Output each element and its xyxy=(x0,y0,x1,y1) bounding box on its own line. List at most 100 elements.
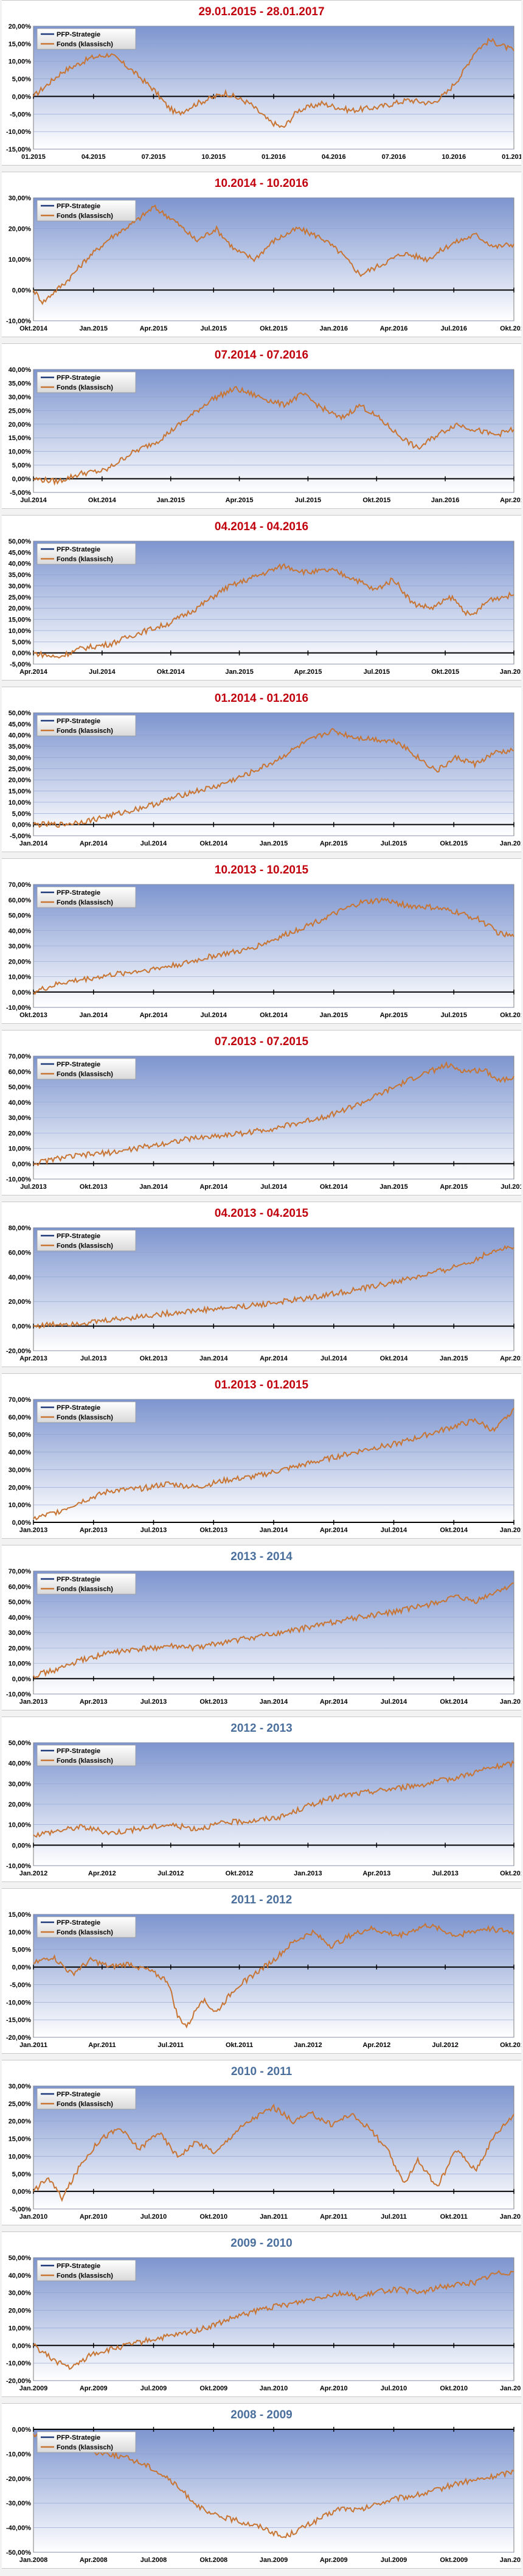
y-tick-label: 35,00% xyxy=(9,743,32,751)
x-tick-label: Okt.2013 xyxy=(500,1870,521,1877)
legend-box xyxy=(36,28,136,50)
x-tick-label: Jan.2013 xyxy=(294,1870,322,1877)
legend-label-fonds: Fonds (klassisch) xyxy=(57,1242,113,1250)
x-tick-label: Jul.2010 xyxy=(140,2213,167,2221)
x-tick-label: Apr.2016 xyxy=(500,497,521,504)
y-tick-label: 15,00% xyxy=(9,617,32,624)
x-tick-label: Apr.2014 xyxy=(320,1698,348,1706)
y-tick-label: -10,00% xyxy=(6,2360,31,2367)
x-tick-label: Okt.2013 xyxy=(140,1355,168,1362)
x-tick-label: Apr.2011 xyxy=(88,2042,116,2049)
line-chart: 30,00% 20,00% 10,00% 0,00% -10,00%Okt.2014 Ja… xyxy=(6,195,521,332)
y-tick-label: 70,00% xyxy=(9,1396,32,1404)
x-tick-label: Apr.2010 xyxy=(80,2213,108,2221)
y-tick-label: -50,00% xyxy=(6,2549,31,2557)
x-tick-label: Okt.2015 xyxy=(260,325,288,332)
legend-label-pfp: PFP-Strategie xyxy=(57,374,100,382)
x-tick-label: Jul.2015 xyxy=(500,1183,521,1191)
line-chart: 40,00% 35,00% 30,00% 25,00% 20,00% 15,00% 10,0… xyxy=(9,366,521,504)
x-tick-label: Jan.2010 xyxy=(19,2213,47,2221)
chart-title: 07.2014 - 07.2016 xyxy=(214,349,309,362)
x-tick-label: Jul.2009 xyxy=(140,2385,167,2392)
legend-label-pfp: PFP-Strategie xyxy=(57,203,100,210)
x-tick-label: Okt.2011 xyxy=(440,2213,468,2221)
x-tick-label: Apr.2015 xyxy=(320,840,348,847)
y-tick-label: 20,00% xyxy=(9,1130,32,1137)
y-tick-label: -5,00% xyxy=(10,2206,31,2213)
x-tick-label: Apr.2013 xyxy=(19,1355,47,1362)
x-tick-label: Apr.2014 xyxy=(199,1183,228,1191)
legend-label-fonds: Fonds (klassisch) xyxy=(57,1414,113,1421)
legend-label-pfp: PFP-Strategie xyxy=(57,889,100,897)
y-tick-label: 10,00% xyxy=(9,2153,32,2160)
y-tick-label: 40,00% xyxy=(9,366,32,374)
y-tick-label: 70,00% xyxy=(9,881,32,889)
x-tick-label: Apr.2013 xyxy=(80,1698,108,1706)
chart-title: 01.2014 - 01.2016 xyxy=(214,692,309,705)
x-tick-label: Jan.2013 xyxy=(19,1527,47,1534)
y-tick-label: 10,00% xyxy=(9,1929,32,1936)
x-tick-label: Apr.2011 xyxy=(320,2213,347,2221)
series-line-fonds xyxy=(33,897,514,995)
series-line-fonds xyxy=(33,563,514,659)
y-tick-label: 0,00% xyxy=(12,287,31,295)
x-tick-label: Jan.2015 xyxy=(379,1183,407,1191)
x-tick-label: Okt.2016 xyxy=(500,325,521,332)
y-tick-label: 0,00% xyxy=(12,1842,31,1849)
x-tick-label: Jul.2013 xyxy=(20,1183,46,1191)
y-tick-label: -10,00% xyxy=(6,128,31,136)
y-tick-label: 10,00% xyxy=(9,449,32,456)
legend-box xyxy=(36,886,136,908)
x-tick-label: Jul.2014 xyxy=(320,1355,347,1362)
x-tick-label: Jan.2012 xyxy=(500,2213,521,2221)
y-tick-label: 15,00% xyxy=(9,435,32,442)
x-tick-label: Apr.2010 xyxy=(320,2385,348,2392)
x-tick-label: Jul.2014 xyxy=(260,1183,287,1191)
y-tick-label: -10,00% xyxy=(6,1004,31,1012)
x-tick-label: Jan.2016 xyxy=(500,668,521,676)
series-line-fonds xyxy=(33,37,514,128)
legend-label-pfp: PFP-Strategie xyxy=(57,1404,100,1412)
x-tick-label: Jul.2012 xyxy=(158,1870,184,1877)
x-tick-label: Okt.2011 xyxy=(226,2042,253,2049)
line-chart: 50,00% 45,00% 40,00% 35,00% 30,00% 25,00% 20,0… xyxy=(9,710,521,847)
y-tick-label: -10,00% xyxy=(6,1863,31,1870)
y-tick-label: -10,00% xyxy=(6,1999,31,2006)
y-tick-label: 40,00% xyxy=(9,732,32,740)
chart-panel: 04.2013 - 04.2015 80,00% 60,00% 40,00% 20,00… xyxy=(2,1202,521,1367)
y-tick-label: 20,00% xyxy=(9,2308,32,2315)
x-tick-label: Jan.2013 xyxy=(19,1698,47,1706)
x-tick-label: Apr.2015 xyxy=(500,1355,521,1362)
legend-label-fonds: Fonds (klassisch) xyxy=(57,384,113,391)
x-tick-label: Jan.2014 xyxy=(260,1698,288,1706)
x-tick-label: Jul.2014 xyxy=(201,1012,227,1019)
y-tick-label: 0,00% xyxy=(12,2188,31,2196)
y-tick-label: 70,00% xyxy=(9,1053,32,1060)
y-tick-label: 0,00% xyxy=(12,1964,31,1972)
legend-label-fonds: Fonds (klassisch) xyxy=(57,899,113,906)
y-tick-label: 50,00% xyxy=(9,1599,32,1606)
x-tick-label: 04.2016 xyxy=(322,153,346,161)
chart-title: 2011 - 2012 xyxy=(230,1894,293,1906)
y-tick-label: 20,00% xyxy=(9,2118,32,2126)
x-tick-label: Jan.2014 xyxy=(139,1183,168,1191)
y-tick-label: 5,00% xyxy=(12,1947,31,1954)
x-tick-label: Apr.2013 xyxy=(362,1870,390,1877)
y-tick-label: 20,00% xyxy=(9,1298,32,1306)
y-tick-label: 80,00% xyxy=(9,1225,32,1232)
series-line-fonds xyxy=(33,1922,514,2029)
x-tick-label: Jul.2014 xyxy=(89,668,116,676)
y-tick-label: 30,00% xyxy=(9,1115,32,1122)
x-tick-label: Jul.2011 xyxy=(158,2042,184,2049)
y-tick-label: -20,00% xyxy=(6,1348,31,1355)
line-chart: 70,00% 60,00% 50,00% 40,00% 30,00% 20,00% 10,0… xyxy=(9,1396,521,1534)
chart-panel: 2011 - 2012 15,00% 10,00% 5,00% 0,00% -5,00% -… xyxy=(2,1888,521,2054)
x-tick-label: Jan.2011 xyxy=(260,2213,288,2221)
x-tick-label: Okt.2012 xyxy=(226,1870,254,1877)
chart-title: 04.2013 - 04.2015 xyxy=(214,1207,309,1220)
x-tick-label: 01.2016 xyxy=(262,153,286,161)
legend-label-pfp: PFP-Strategie xyxy=(57,1748,100,1755)
x-tick-label: Apr.2016 xyxy=(380,325,408,332)
y-tick-label: 40,00% xyxy=(9,1760,32,1768)
y-tick-label: 15,00% xyxy=(9,2136,32,2143)
